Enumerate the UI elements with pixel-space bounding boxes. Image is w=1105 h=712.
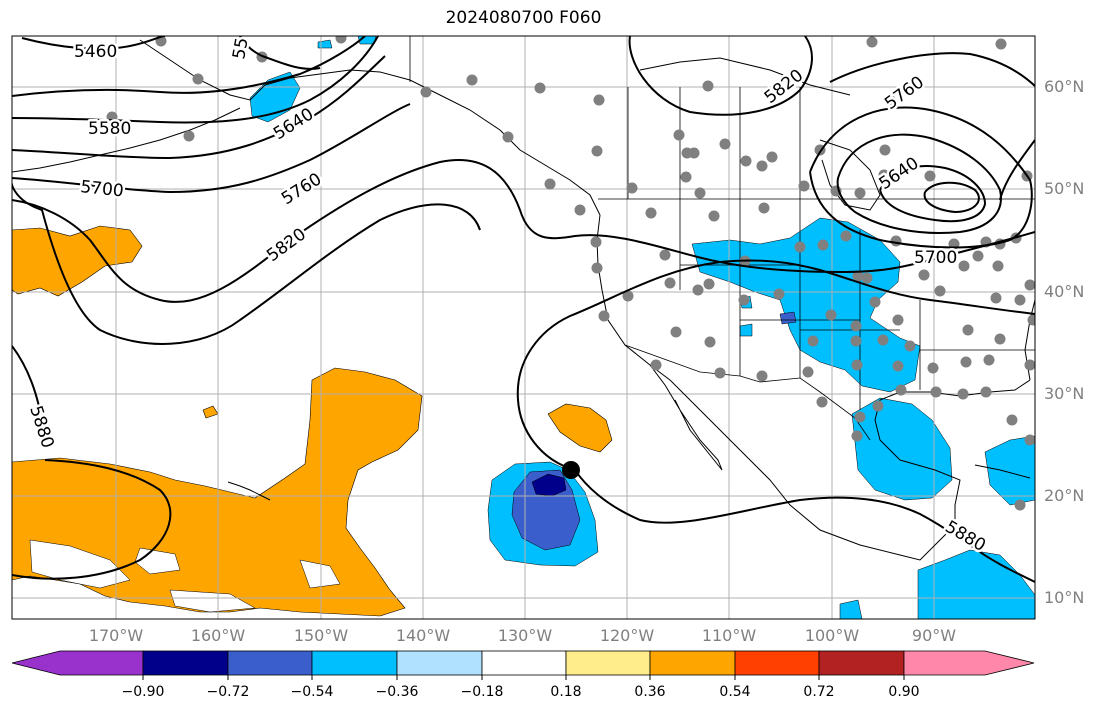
lon-label: 160°W [190,626,246,645]
colorbar [11,650,1035,676]
negative-region-small-5 [739,323,753,337]
height-contours [12,36,1035,583]
positive-region-west-pacific [12,225,143,297]
coast-arctic [639,57,851,96]
lat-label: 10°N [1044,588,1085,607]
positive-region-baja [547,403,613,453]
colorbar-segment [818,650,905,676]
lon-label: 140°W [395,626,451,645]
colorbar-segment [734,650,820,676]
contour-label: 5460 [74,42,117,62]
lat-label: 60°N [1044,77,1085,96]
positive-region-central-pacific [12,367,423,617]
location-marker [562,461,580,479]
colorbar-tick-label: 0.54 [719,684,751,700]
lon-label: 90°W [911,626,957,645]
colorbar-tick-label: 0.18 [550,684,582,700]
negative-region-small-1 [839,599,863,619]
coast-cuba [974,464,1031,479]
negative-region-gulf-east [984,435,1035,506]
lat-label: 30°N [1044,384,1085,403]
colorbar-segment [227,650,313,676]
positive-anomaly-regions [12,225,613,617]
graticule [12,36,1035,619]
colorbar-segment [396,650,483,676]
coast-hawaii [227,481,271,501]
colorbar-segment [311,650,398,676]
colorbar-segment [142,650,229,676]
map-plot-area [12,36,1035,619]
contour-label: 5700 [914,248,957,268]
colorbar-tick-label: −0.90 [121,684,165,700]
negative-region-eastern-pacific-core [531,473,567,497]
lon-label: 170°W [88,626,144,645]
lon-label: 130°W [497,626,553,645]
colorbar-segment [649,650,736,676]
contour-label: 55 [229,36,252,61]
colorbar-tick-label: −0.18 [460,684,504,700]
lon-label: 120°W [599,626,655,645]
lat-label: 40°N [1044,282,1085,301]
contour-label: 5700 [79,177,124,201]
map-title: 2024080700 F060 [445,8,602,28]
coast-alaska [139,39,601,216]
lon-label: 150°W [293,626,349,645]
neutral-holes [29,539,341,613]
colorbar-tick-label: 0.90 [888,684,920,700]
colorbar-segment [565,650,651,676]
political-borders [409,36,1035,441]
colorbar-ticks [142,675,905,680]
lon-label: 110°W [701,626,757,645]
colorbar-tick-label: −0.54 [290,684,334,700]
lat-label: 50°N [1044,179,1085,198]
lat-label: 20°N [1044,486,1085,505]
colorbar-tick-label: 0.72 [803,684,835,700]
coast-west-us [596,214,956,561]
colorbar-segment [903,650,1035,676]
coast-aleutians [12,107,241,173]
coast-baja [649,364,723,471]
contour-label: 5580 [88,119,131,139]
map-frame [11,35,1036,620]
colorbar-tick-label: −0.72 [206,684,250,700]
negative-anomaly-regions [249,36,1035,619]
negative-region-gulf [851,397,953,501]
colorbar-segment [11,650,144,676]
negative-region-us-plains-mid [779,311,797,325]
colorbar-tick-label: −0.36 [375,684,419,700]
station-markers [106,36,1035,511]
colorbar-tick-label: 0.36 [634,684,666,700]
colorbar-segment [481,650,567,676]
lon-label: 100°W [804,626,860,645]
